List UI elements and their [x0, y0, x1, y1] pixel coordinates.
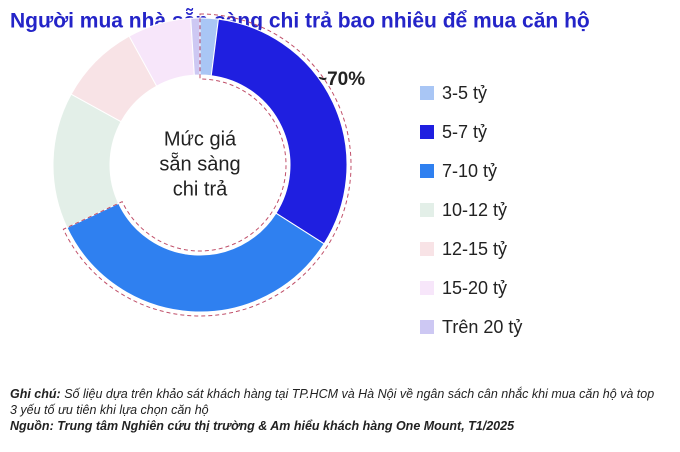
- center-label: sẵn sàng: [159, 152, 240, 175]
- notes: Ghi chú: Số liệu dựa trên khảo sát khách…: [10, 386, 660, 434]
- legend-swatch: [420, 320, 434, 334]
- chart: Người mua nhà sẵn sàng chi trả bao nhiêu…: [10, 9, 590, 337]
- note: Số liệu dựa trên khảo sát khách hàng tại…: [10, 387, 655, 417]
- note-label: Ghi chú:: [10, 387, 61, 401]
- annotation: ~70%: [316, 69, 365, 90]
- donut-segment: [66, 202, 325, 313]
- legend-swatch: [420, 203, 434, 217]
- note-text: Ghi chú: Số liệu dựa trên khảo sát khách…: [10, 387, 654, 417]
- legend-label: Trên 20 tỷ: [442, 317, 522, 337]
- legend-label: 3-5 tỷ: [442, 83, 487, 103]
- legend-label: 15-20 tỷ: [442, 278, 507, 298]
- chart-title: Người mua nhà sẵn sàng chi trả bao nhiêu…: [10, 9, 590, 33]
- legend-swatch: [420, 281, 434, 295]
- legend-label: 12-15 tỷ: [442, 239, 507, 259]
- legend-label: 7-10 tỷ: [442, 161, 497, 181]
- legend-swatch: [420, 164, 434, 178]
- legend-label: 10-12 tỷ: [442, 200, 507, 220]
- source: Nguồn: Trung tâm Nghiên cứu thị trường &…: [10, 419, 515, 433]
- legend-swatch: [420, 125, 434, 139]
- legend-swatch: [420, 86, 434, 100]
- highlight-outline: [62, 13, 352, 317]
- donut-segment: [210, 18, 348, 245]
- center-label: chi trả: [173, 178, 228, 200]
- legend-label: 5-7 tỷ: [442, 122, 487, 142]
- legend-swatch: [420, 242, 434, 256]
- center-label: Mức giá: [164, 128, 237, 150]
